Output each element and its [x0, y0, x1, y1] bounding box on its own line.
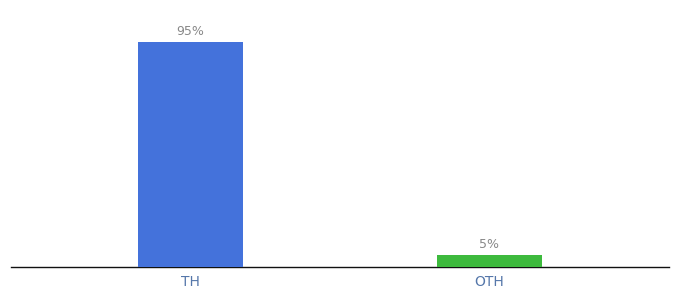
- Bar: [138, 42, 243, 267]
- Text: 5%: 5%: [479, 238, 500, 251]
- Text: 95%: 95%: [177, 25, 205, 38]
- Bar: [437, 255, 542, 267]
